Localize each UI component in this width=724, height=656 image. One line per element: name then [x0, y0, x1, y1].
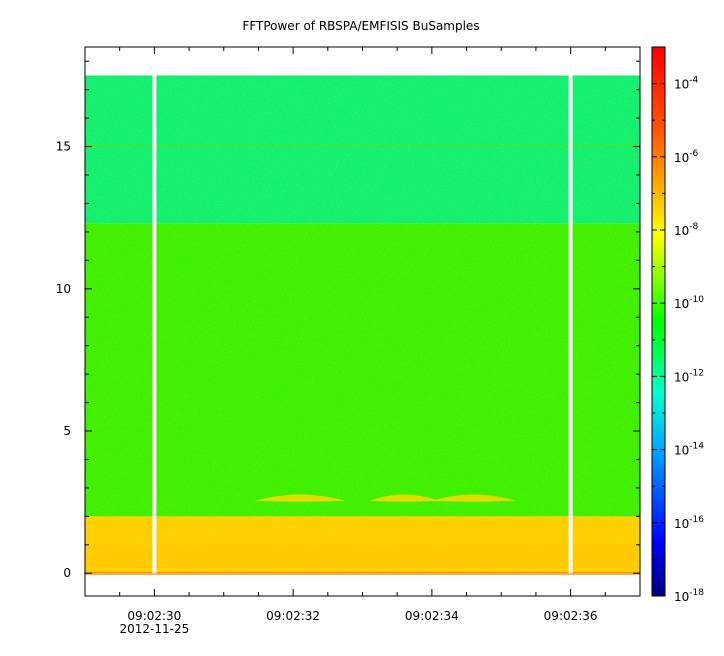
y-tick-label: 5 [63, 424, 71, 438]
y-tick-label: 15 [56, 140, 71, 154]
y-tick-label: 0 [63, 566, 71, 580]
colorbar-tick-label: 10-6 [674, 149, 699, 165]
y-axis: 0 5 10 15 [56, 60, 640, 580]
colorbar-tick-label: 10-16 [674, 515, 704, 531]
plot-area [84, 46, 641, 597]
data-gaps [152, 75, 573, 574]
colorbar-gradient [651, 46, 666, 597]
colorbar: 10-18 10-16 10-14 10-12 10-10 10-8 10-6 10-4 [651, 46, 704, 604]
data-gap-0 [152, 75, 157, 574]
colorbar-tick-label: 10-10 [674, 295, 704, 311]
colorbar-tick-label: 10-14 [674, 442, 704, 458]
colorbar-tick-label: 10-8 [674, 222, 699, 238]
data-gap-1 [568, 75, 573, 574]
x-axis: 09:02:30 09:02:32 09:02:34 09:02:36 [84, 47, 641, 623]
colorbar-tick-label: 10-12 [674, 368, 704, 384]
x-tick-label: 09:02:30 [127, 609, 181, 623]
colorbar-ticks: 10-18 10-16 10-14 10-12 10-10 10-8 10-6 10-4 [652, 46, 704, 604]
x-tick-label: 09:02:32 [266, 609, 320, 623]
y-tick-label: 10 [56, 282, 71, 296]
colorbar-tick-label: 10-18 [674, 588, 704, 604]
spectral-line-0 [85, 571, 640, 575]
x-date-label: 2012-11-25 [120, 622, 190, 636]
x-tick-label: 09:02:36 [544, 609, 598, 623]
spectrogram-noise [85, 75, 640, 574]
chart-title: FFTPower of RBSPA/EMFISIS BuSamples [242, 19, 479, 33]
x-tick-label: 09:02:34 [405, 609, 459, 623]
colorbar-tick-label: 10-4 [674, 76, 699, 92]
